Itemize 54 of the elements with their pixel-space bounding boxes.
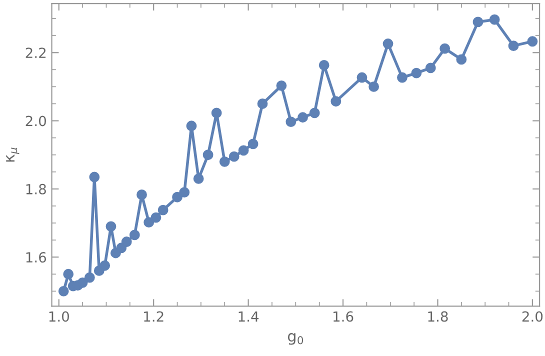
x-tick-label: 1.6 [334, 311, 354, 322]
point [121, 236, 132, 247]
point [489, 14, 500, 25]
point [129, 230, 140, 240]
point [397, 72, 408, 83]
point [144, 217, 154, 228]
y-tick-label: 1.8 [26, 184, 46, 194]
y-tick-label: 1.6 [26, 252, 46, 263]
point [186, 120, 197, 132]
point [309, 108, 320, 118]
point [84, 272, 95, 283]
point [172, 192, 182, 202]
point [508, 40, 519, 52]
point [257, 98, 268, 109]
y-tick-label: 2.2 [26, 48, 46, 58]
point [202, 150, 214, 160]
x-axis-title: g$_{0}$ [288, 333, 304, 345]
point [472, 16, 484, 28]
point [193, 174, 204, 184]
point [330, 96, 342, 107]
point [440, 43, 450, 54]
x-tick-label: 1.4 [238, 311, 259, 322]
point [298, 112, 308, 123]
y-tick-label: 2.0 [26, 116, 46, 126]
point [368, 82, 380, 92]
x-tick-label: 1.2 [144, 311, 164, 322]
y-axis-title: κ$_{μ}$ [6, 148, 20, 162]
x-tick-label: 1.0 [49, 311, 69, 322]
point [58, 286, 69, 296]
point [179, 187, 190, 198]
point [158, 204, 168, 216]
point [527, 36, 538, 47]
point [89, 172, 100, 182]
point [150, 212, 162, 223]
point [228, 151, 240, 162]
point [248, 138, 258, 150]
point [425, 62, 436, 74]
point [219, 156, 230, 167]
point [411, 68, 422, 78]
point [238, 145, 249, 156]
x-tick-label: 2.0 [522, 311, 543, 322]
point [276, 80, 287, 91]
point [356, 72, 368, 83]
point [136, 190, 147, 200]
point [382, 38, 394, 49]
point [106, 221, 116, 232]
point [318, 60, 330, 70]
point [77, 277, 88, 288]
point [456, 54, 467, 65]
point [63, 268, 74, 280]
point [286, 116, 296, 128]
point [211, 108, 222, 118]
x-tick-label: 1.8 [428, 311, 448, 322]
point [100, 260, 110, 271]
